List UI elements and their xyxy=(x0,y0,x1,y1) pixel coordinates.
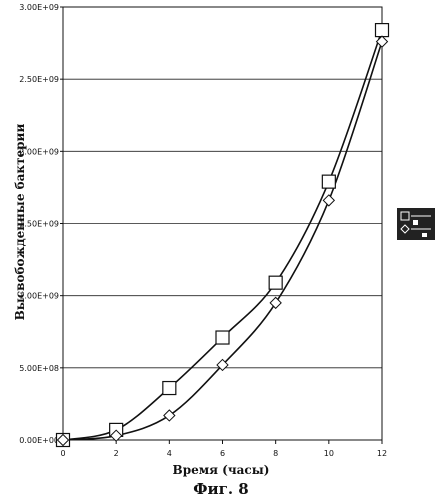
x-tick-label: 0 xyxy=(60,449,65,458)
data-point-square xyxy=(269,276,282,289)
legend xyxy=(397,208,435,240)
data-point-square xyxy=(376,24,389,37)
x-tick-labels: 0 2 4 6 8 10 12 xyxy=(60,440,387,458)
grid-lines xyxy=(63,79,382,368)
x-tick-label: 8 xyxy=(273,449,278,458)
series-line-diamond xyxy=(63,42,382,440)
data-point-square xyxy=(216,331,229,344)
x-tick-label: 4 xyxy=(167,449,172,458)
data-point-diamond xyxy=(164,410,175,421)
x-tick-label: 12 xyxy=(377,449,387,458)
x-axis-label: Время (часы) xyxy=(173,463,270,477)
x-tick-label: 10 xyxy=(324,449,334,458)
data-point-square xyxy=(163,382,176,395)
y-tick-label: 0.00E+00 xyxy=(19,436,59,445)
data-point-diamond xyxy=(377,36,388,47)
data-point-diamond xyxy=(323,195,334,206)
figure-caption: Фиг. 8 xyxy=(193,480,248,498)
legend-swatch xyxy=(422,233,427,237)
series-line-square xyxy=(63,30,382,440)
y-axis-label: Высвобожденные бактерии xyxy=(13,124,27,321)
series-markers xyxy=(57,24,389,447)
data-point-diamond xyxy=(270,297,281,308)
x-tick-label: 6 xyxy=(220,449,225,458)
data-point-square xyxy=(322,175,335,188)
legend-swatch xyxy=(413,220,418,225)
y-tick-label: 2.50E+09 xyxy=(19,75,59,84)
y-tick-label: 3.00E+09 xyxy=(19,3,59,12)
x-tick-label: 2 xyxy=(114,449,119,458)
y-tick-label: 5.00E+08 xyxy=(19,364,59,373)
series-curves xyxy=(63,30,382,440)
